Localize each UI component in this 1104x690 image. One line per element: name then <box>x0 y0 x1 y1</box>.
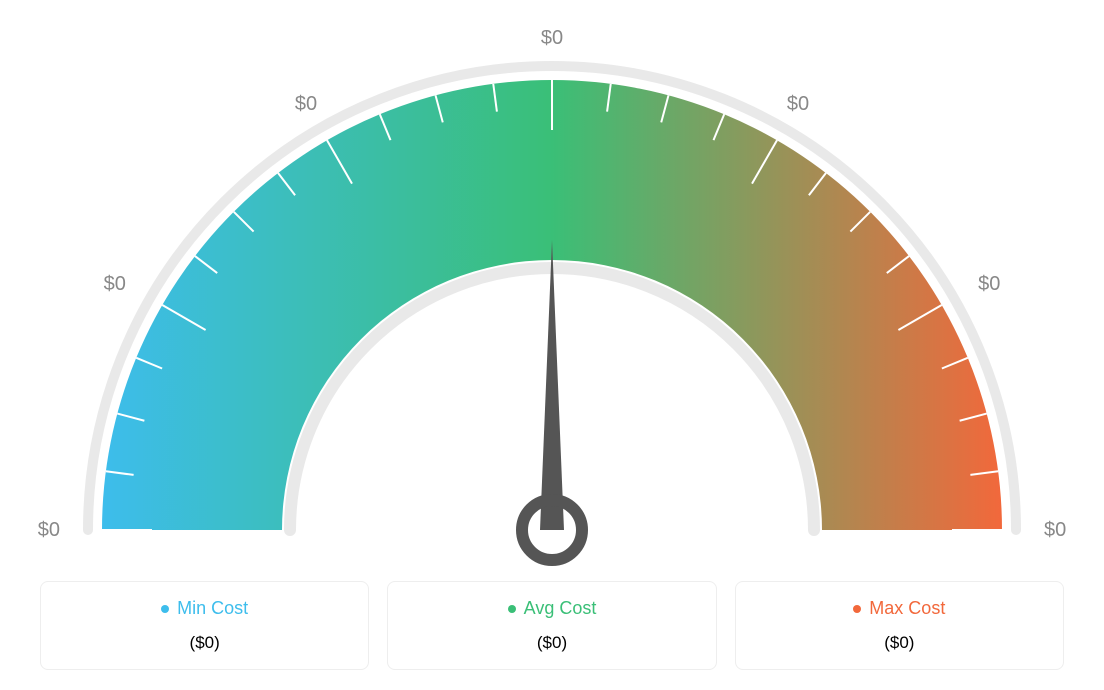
legend-title-text: Max Cost <box>869 598 945 619</box>
legend-title-max: Max Cost <box>853 598 945 619</box>
legend-title-text: Min Cost <box>177 598 248 619</box>
legend-row: Min Cost ($0) Avg Cost ($0) Max Cost ($0… <box>40 581 1064 670</box>
legend-title-text: Avg Cost <box>524 598 597 619</box>
legend-title-min: Min Cost <box>161 598 248 619</box>
svg-text:$0: $0 <box>541 30 563 49</box>
svg-text:$0: $0 <box>295 93 317 115</box>
dot-icon <box>853 605 861 613</box>
svg-text:$0: $0 <box>978 273 1000 295</box>
dot-icon <box>508 605 516 613</box>
svg-text:$0: $0 <box>1044 519 1066 541</box>
svg-text:$0: $0 <box>38 519 60 541</box>
legend-box-avg: Avg Cost ($0) <box>387 581 716 670</box>
svg-text:$0: $0 <box>787 93 809 115</box>
legend-title-avg: Avg Cost <box>508 598 597 619</box>
legend-value-max: ($0) <box>746 633 1053 653</box>
legend-value-min: ($0) <box>51 633 358 653</box>
legend-box-min: Min Cost ($0) <box>40 581 369 670</box>
gauge-svg: $0 $0 $0 $0 $0 $0 $0 <box>22 30 1082 590</box>
svg-text:$0: $0 <box>104 273 126 295</box>
dot-icon <box>161 605 169 613</box>
legend-value-avg: ($0) <box>398 633 705 653</box>
gauge-area: $0 $0 $0 $0 $0 $0 $0 <box>0 0 1104 560</box>
gauge-chart-container: $0 $0 $0 $0 $0 $0 $0 Min Cost ($0) Avg Cost ($… <box>0 0 1104 690</box>
legend-box-max: Max Cost ($0) <box>735 581 1064 670</box>
